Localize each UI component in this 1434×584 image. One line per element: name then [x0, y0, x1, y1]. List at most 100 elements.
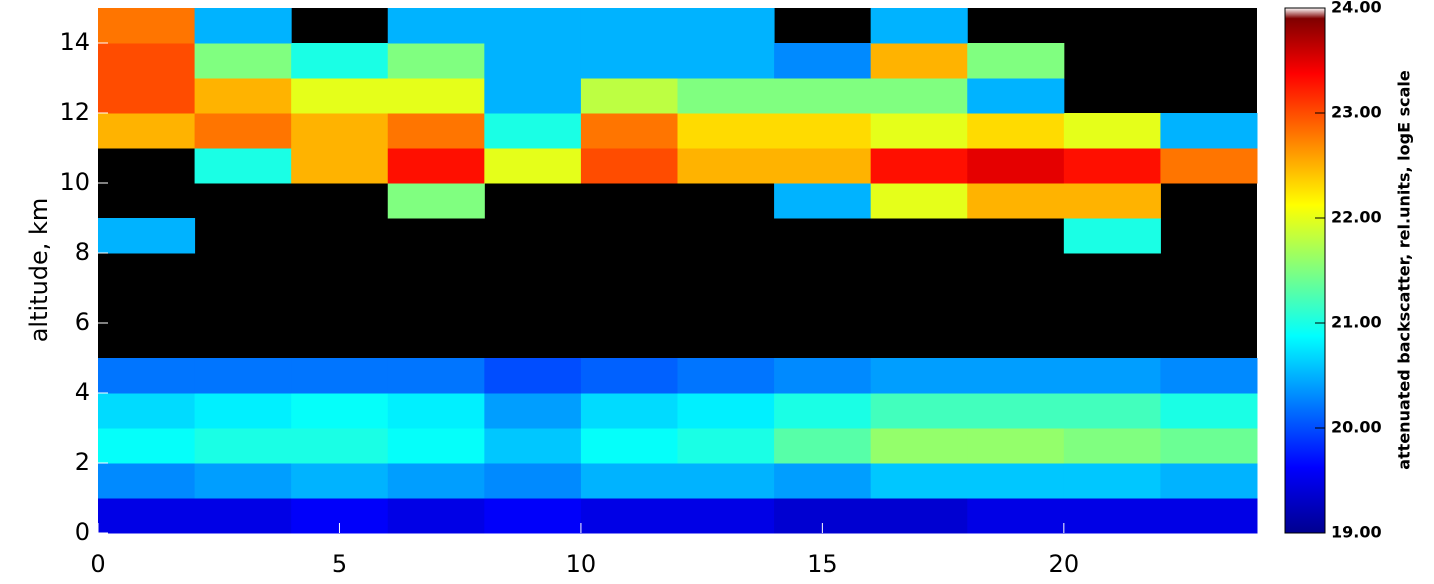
- heat-cell: [967, 113, 1065, 149]
- heat-cell: [967, 498, 1065, 534]
- heat-cell: [194, 358, 292, 394]
- heat-cell: [774, 358, 872, 394]
- heat-cell: [1063, 183, 1161, 219]
- heat-cell: [291, 358, 389, 394]
- heat-cell: [387, 8, 485, 44]
- heat-cell: [387, 78, 485, 114]
- colorbar-tick-label: 21.00: [1331, 313, 1382, 332]
- heat-cell: [967, 78, 1065, 114]
- heat-cell: [774, 463, 872, 499]
- heat-cell: [870, 78, 968, 114]
- heat-cell: [870, 8, 968, 44]
- heat-cell: [1063, 393, 1161, 429]
- heat-cell: [194, 8, 292, 44]
- heat-cell: [870, 393, 968, 429]
- y-axis-label: altitude, km: [25, 198, 53, 343]
- heat-cell: [484, 463, 582, 499]
- heat-cell: [967, 358, 1065, 394]
- heat-cell: [1160, 393, 1258, 429]
- heat-cell: [291, 113, 389, 149]
- x-tick-label: 0: [90, 550, 105, 578]
- heat-cell: [967, 463, 1065, 499]
- heat-cell: [677, 8, 775, 44]
- heat-cell: [967, 183, 1065, 219]
- heat-cell: [1063, 148, 1161, 184]
- heat-cell: [98, 393, 196, 429]
- heat-cell: [677, 43, 775, 79]
- heat-cell: [580, 113, 678, 149]
- heat-cell: [870, 148, 968, 184]
- heat-cell: [580, 428, 678, 464]
- heat-cell: [484, 358, 582, 394]
- colorbar-tick-label: 24.00: [1331, 0, 1382, 17]
- heat-cell: [870, 498, 968, 534]
- heat-cell: [967, 43, 1065, 79]
- heat-cell: [194, 393, 292, 429]
- y-tick-label: 0: [75, 518, 90, 546]
- heat-cell: [291, 78, 389, 114]
- heat-cell: [387, 463, 485, 499]
- heat-cell: [484, 148, 582, 184]
- heat-cell: [387, 358, 485, 394]
- heat-cell: [194, 78, 292, 114]
- heat-cell: [774, 113, 872, 149]
- heat-cell: [1063, 498, 1161, 534]
- heat-cell: [291, 463, 389, 499]
- heat-cell: [291, 428, 389, 464]
- heat-cell: [98, 498, 196, 534]
- heat-cell: [1063, 358, 1161, 394]
- heat-cell: [870, 358, 968, 394]
- heat-cell: [194, 148, 292, 184]
- y-tick-label: 4: [75, 378, 90, 406]
- heat-cell: [677, 113, 775, 149]
- y-tick-label: 10: [59, 168, 90, 196]
- heat-cell: [580, 393, 678, 429]
- heat-cell: [291, 148, 389, 184]
- heat-cell: [774, 43, 872, 79]
- heat-cell: [677, 358, 775, 394]
- heat-cell: [387, 43, 485, 79]
- heat-cell: [194, 498, 292, 534]
- heat-cell: [484, 78, 582, 114]
- heat-cell: [98, 358, 196, 394]
- heat-cell: [98, 43, 196, 79]
- colorbar-tick-label: 22.00: [1331, 208, 1382, 227]
- heat-cell: [194, 113, 292, 149]
- heat-cell: [484, 393, 582, 429]
- heat-cell: [774, 393, 872, 429]
- y-tick-label: 8: [75, 238, 90, 266]
- heat-cell: [98, 218, 196, 254]
- heat-cell: [387, 393, 485, 429]
- heat-cell: [1160, 148, 1258, 184]
- heat-cell: [870, 113, 968, 149]
- y-tick-label: 2: [75, 448, 90, 476]
- heat-cell: [98, 463, 196, 499]
- heat-cell: [677, 498, 775, 534]
- heat-cell: [870, 428, 968, 464]
- heat-cell: [194, 43, 292, 79]
- heat-cell: [484, 8, 582, 44]
- heat-cell: [580, 498, 678, 534]
- heat-cell: [967, 148, 1065, 184]
- heat-cell: [291, 393, 389, 429]
- heat-cell: [387, 148, 485, 184]
- heat-cell: [1160, 358, 1258, 394]
- heat-cell: [98, 8, 196, 44]
- heat-cell: [1160, 463, 1258, 499]
- heat-cell: [98, 428, 196, 464]
- colorbar-tick-label: 19.00: [1331, 523, 1382, 542]
- heat-cell: [194, 428, 292, 464]
- heat-cell: [677, 393, 775, 429]
- heat-cell: [484, 428, 582, 464]
- heat-cell: [774, 428, 872, 464]
- x-tick-label: 20: [1049, 550, 1080, 578]
- heat-cell: [580, 463, 678, 499]
- heat-cell: [774, 148, 872, 184]
- heat-cell: [967, 393, 1065, 429]
- heat-cell: [870, 183, 968, 219]
- heat-cell: [870, 43, 968, 79]
- y-tick-label: 6: [75, 308, 90, 336]
- heat-cell: [1063, 428, 1161, 464]
- heat-cell: [1160, 428, 1258, 464]
